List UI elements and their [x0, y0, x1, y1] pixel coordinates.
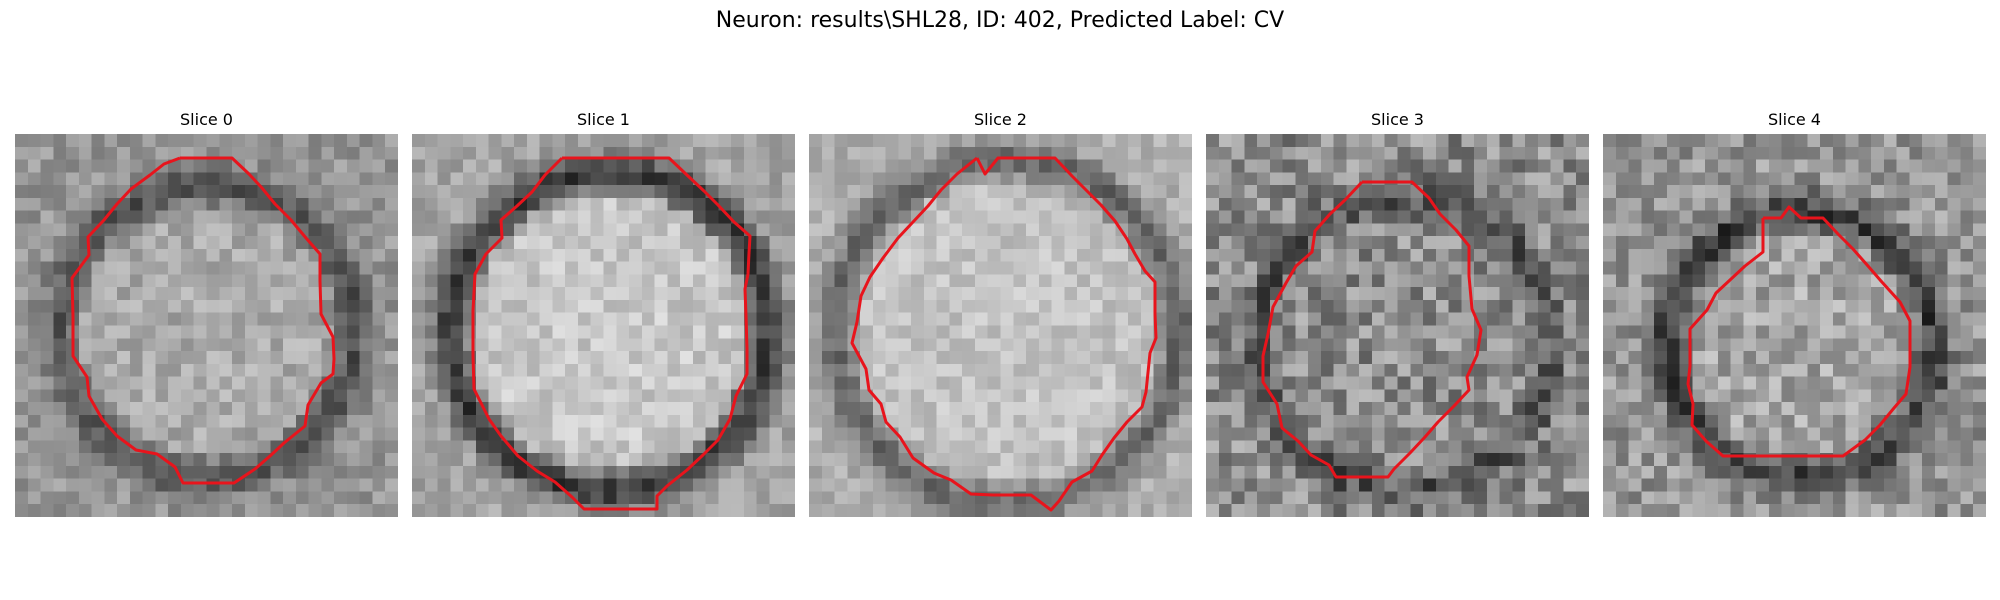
- slice-image: [412, 134, 795, 517]
- contour-line: [850, 156, 1158, 512]
- grayscale-image: [809, 134, 1192, 517]
- slice-image: [1206, 134, 1589, 517]
- grayscale-image: [15, 134, 398, 517]
- contour-line: [1261, 180, 1483, 479]
- figure-title: Neuron: results\SHL28, ID: 402, Predicte…: [715, 8, 1285, 33]
- segmentation-contour: [850, 156, 1158, 512]
- slice-image: [809, 134, 1192, 517]
- segmentation-contour: [70, 156, 336, 485]
- contour-line: [70, 156, 336, 485]
- segmentation-contour: [1686, 205, 1912, 458]
- slice-title: Slice 3: [1371, 110, 1424, 129]
- slice-image: [1603, 134, 1986, 517]
- grayscale-image: [412, 134, 795, 517]
- slice-title: Slice 4: [1768, 110, 1821, 129]
- slice-title: Slice 1: [577, 110, 630, 129]
- grayscale-image: [1603, 134, 1986, 517]
- segmentation-contour: [1261, 180, 1483, 479]
- slice-image: [15, 134, 398, 517]
- slice-title: Slice 0: [180, 110, 233, 129]
- segmentation-contour: [471, 156, 752, 511]
- contour-line: [1686, 205, 1912, 458]
- slice-title: Slice 2: [974, 110, 1027, 129]
- contour-line: [471, 156, 752, 511]
